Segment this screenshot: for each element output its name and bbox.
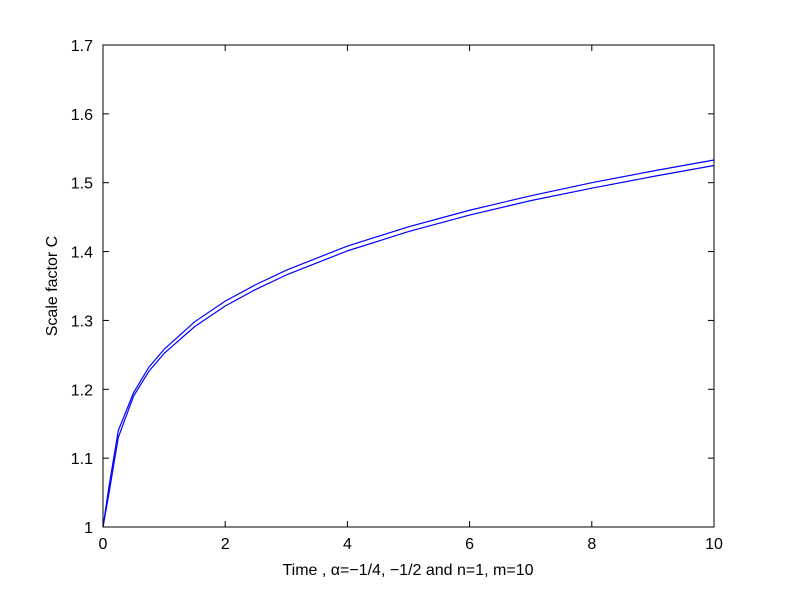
x-axis-label: Time , α=−1/4, −1/2 and n=1, m=10 (282, 562, 533, 579)
y-tick-label: 1 (84, 520, 93, 537)
y-axis-label: Scale factor C (44, 236, 61, 336)
series-layer (102, 159, 715, 528)
y-tick-label: 1.1 (71, 451, 93, 468)
y-tick-label: 1.4 (71, 245, 93, 262)
tick-layer: 0 2 4 6 8 10 1 1.1 1.2 1.3 1.4 1.5 1.6 1.7 (71, 38, 723, 553)
x-tick-label: 4 (343, 536, 352, 553)
y-tick-label: 1.7 (71, 38, 93, 55)
x-tick-label: 0 (99, 536, 108, 553)
y-tick-label: 1.5 (71, 176, 93, 193)
x-tick-label: 2 (221, 536, 230, 553)
x-tick-label: 6 (465, 536, 474, 553)
y-tick-label: 1.6 (71, 107, 93, 124)
series-line-2 (102, 164, 715, 528)
plot-area (102, 44, 715, 528)
y-tick-label: 1.2 (71, 382, 93, 399)
x-tick-label: 10 (705, 536, 723, 553)
series-line-1 (102, 159, 715, 528)
x-tick-label: 8 (587, 536, 596, 553)
y-tick-label: 1.3 (71, 313, 93, 330)
